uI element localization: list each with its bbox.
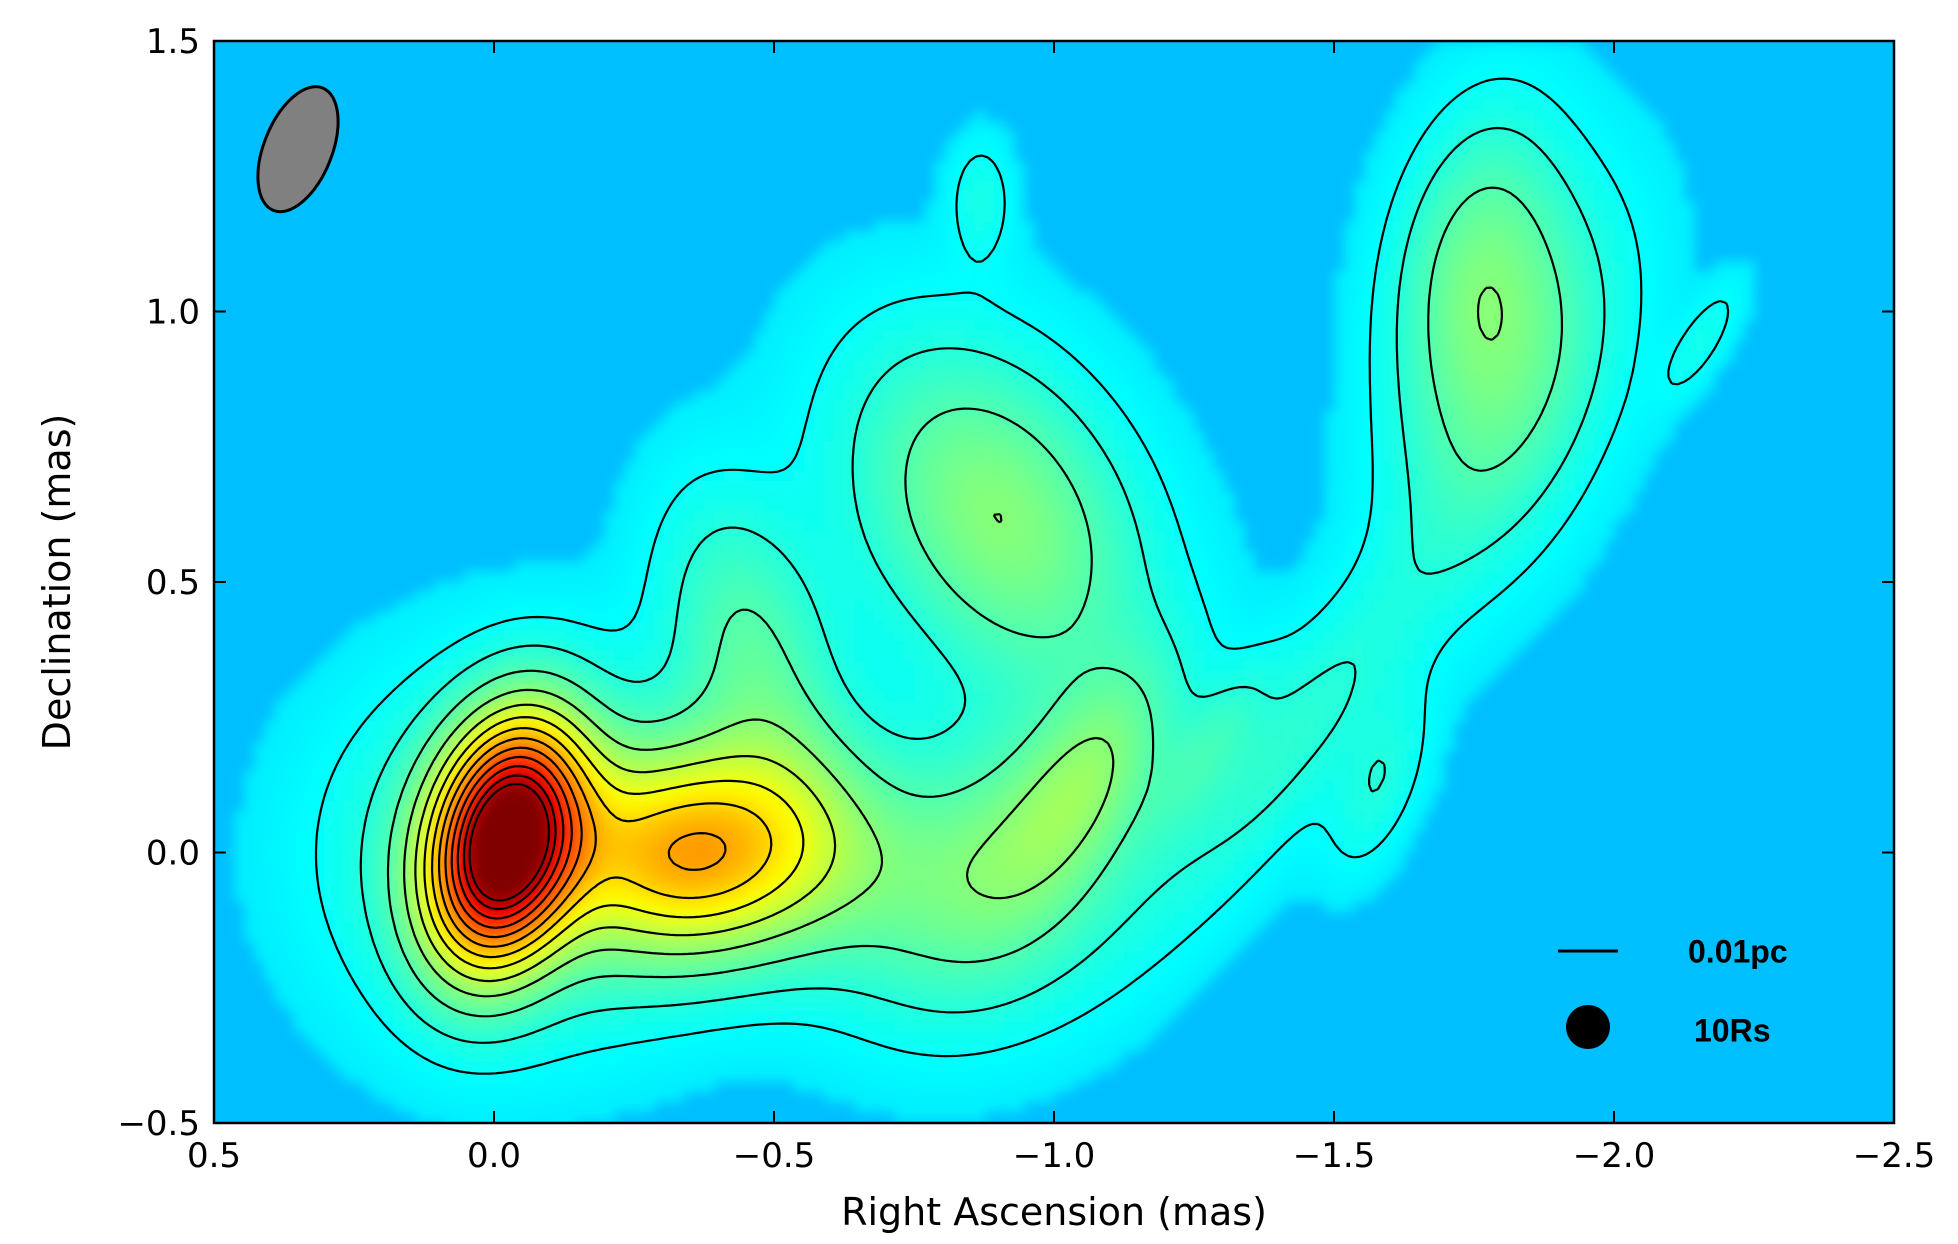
- contour-level-5: [414, 703, 837, 983]
- contour-level-11: [456, 765, 565, 920]
- contour-level-2: [359, 126, 1606, 1044]
- intensity-map: [234, 41, 1755, 1123]
- contour-level-13: [468, 782, 550, 902]
- contour-level-12: [462, 774, 557, 911]
- y-tick-label: 1.5: [146, 22, 200, 62]
- beam-ellipse: [256, 85, 340, 214]
- x-tick-label: −0.5: [733, 1136, 816, 1176]
- y-tick-label: 0.5: [146, 563, 200, 603]
- legend: 0.01pc 10Rs: [1558, 933, 1788, 1049]
- contour-level-8: [438, 737, 727, 948]
- x-tick-label: −2.0: [1573, 1136, 1656, 1176]
- x-axis-label: Right Ascension (mas): [841, 1190, 1267, 1234]
- x-tick-label: −1.0: [1013, 1136, 1096, 1176]
- x-tick-label: 0.0: [467, 1136, 521, 1176]
- y-axis-label: Declination (mas): [35, 414, 79, 751]
- filled-circle-icon: [1566, 1005, 1610, 1049]
- contour-level-9: [444, 746, 583, 939]
- contour-level-7: [431, 727, 773, 959]
- y-tick-label: −0.5: [117, 1104, 200, 1144]
- x-tick-label: 0.5: [187, 1136, 241, 1176]
- contour-level-4: [403, 286, 1503, 998]
- y-tick-label: 1.0: [146, 293, 200, 333]
- y-axis-ticks: −0.5 0.0 0.5 1.0 1.5: [117, 22, 1894, 1144]
- legend-label-radius: 10Rs: [1694, 1012, 1771, 1048]
- x-tick-label: −2.5: [1853, 1136, 1936, 1176]
- contour-level-1: [314, 77, 1730, 1075]
- x-tick-label: −1.5: [1293, 1136, 1376, 1176]
- legend-label-scale: 0.01pc: [1688, 933, 1788, 969]
- contour-level-3: [386, 186, 1563, 1018]
- contour-level-6: [423, 716, 805, 970]
- y-tick-label: 0.0: [146, 834, 200, 874]
- contour-level-10: [450, 755, 573, 929]
- x-axis-ticks: 0.5 0.0 −0.5 −1.0 −1.5 −2.0 −2.5: [187, 41, 1935, 1176]
